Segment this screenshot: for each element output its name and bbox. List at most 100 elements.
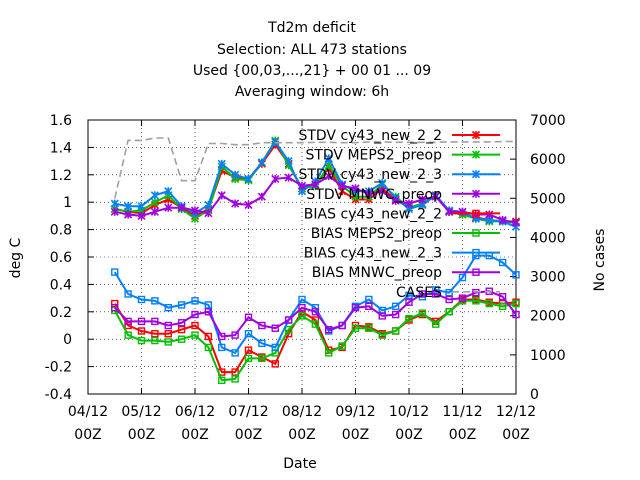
data-point: [445, 308, 453, 316]
data-point: [418, 290, 427, 298]
data-point: [191, 310, 199, 319]
data-point: [485, 210, 494, 219]
series-bias-mnwc-preop: [111, 287, 520, 341]
series-line: [113, 254, 517, 355]
data-point: [418, 309, 427, 317]
y2-tick-label: 7000: [530, 113, 566, 129]
data-point: [204, 209, 213, 218]
data-point: [338, 342, 346, 350]
data-point: [164, 321, 172, 330]
data-point: [124, 321, 132, 330]
data-point: [244, 330, 253, 338]
y-tick-label: -0.4: [45, 387, 72, 403]
data-point: [231, 368, 239, 376]
chart-title: Td2m deficit Selection: ALL 473 stations…: [193, 20, 431, 100]
data-point: [217, 191, 226, 200]
data-point: [512, 271, 520, 279]
data-point: [472, 297, 480, 305]
data-point: [298, 303, 306, 312]
data-point: [271, 343, 279, 352]
data-point: [378, 187, 387, 196]
data-point: [191, 331, 199, 339]
data-point: [137, 317, 146, 326]
x-tick-label-date: 09/12: [335, 404, 375, 420]
title-line-3: Used {00,03,...,21} + 00 01 ... 09: [193, 63, 431, 79]
x-tick-label-hour: 00Z: [395, 427, 422, 443]
data-point: [110, 207, 119, 216]
data-point: [418, 195, 427, 204]
data-point: [177, 325, 186, 334]
y2-tick-label: 3000: [530, 270, 566, 286]
data-point: [204, 301, 213, 309]
data-point: [324, 154, 333, 163]
data-point: [471, 170, 481, 179]
x-tick-label-date: 04/12: [68, 404, 108, 420]
data-point: [311, 303, 320, 312]
data-point: [151, 336, 159, 345]
y2-tick-label: 0: [530, 387, 539, 403]
data-point: [244, 346, 253, 354]
y2-tick-label: 6000: [530, 152, 566, 168]
data-point: [445, 207, 454, 216]
data-point: [405, 291, 413, 300]
data-point: [351, 303, 360, 312]
y-tick-label: 0.2: [50, 305, 72, 321]
data-point: [244, 313, 253, 321]
data-point: [471, 130, 481, 140]
data-point: [137, 336, 146, 345]
x-tick-label-hour: 00Z: [502, 427, 529, 443]
data-point: [204, 332, 213, 341]
data-point: [258, 321, 266, 330]
data-point: [164, 330, 172, 338]
x-tick-label-hour: 00Z: [181, 427, 208, 443]
data-point: [218, 332, 226, 341]
y-tick-label: 1: [63, 195, 72, 211]
legend-label: STDV MNWC_preop: [306, 187, 442, 203]
data-point: [458, 273, 467, 282]
y2-axis-label: No cases: [592, 229, 608, 292]
data-point: [124, 317, 132, 326]
legend-item: STDV cy43_new_2_2: [298, 128, 500, 144]
data-point: [284, 316, 293, 324]
title-line-1: Td2m deficit: [267, 20, 356, 36]
y-tick-label: 1.6: [50, 113, 72, 129]
data-point: [378, 331, 386, 339]
data-point: [217, 159, 226, 168]
data-point: [485, 299, 493, 308]
data-point: [244, 174, 253, 183]
data-point: [151, 297, 159, 305]
data-point: [458, 294, 467, 302]
data-point: [177, 203, 186, 212]
data-point: [284, 173, 293, 182]
x-tick-label-hour: 00Z: [235, 427, 262, 443]
legend-label: STDV MEPS2_preop: [305, 148, 442, 164]
data-point: [150, 191, 159, 200]
series-stdv-mnwc-preop: [110, 172, 521, 227]
data-point: [231, 199, 240, 208]
data-point: [351, 324, 360, 332]
x-tick-label-date: 05/12: [121, 404, 161, 420]
data-point: [391, 310, 400, 319]
y-axis-label: deg C: [8, 237, 24, 278]
data-point: [325, 349, 333, 357]
data-point: [124, 331, 132, 339]
legend: STDV cy43_new_2_2 STDV MEPS2_preop STDV cy…: [298, 128, 500, 301]
data-point: [432, 290, 440, 298]
data-point: [177, 319, 186, 327]
data-point: [204, 308, 213, 316]
data-point: [258, 339, 266, 348]
data-point: [338, 321, 346, 330]
data-point: [498, 302, 507, 311]
data-point: [472, 248, 480, 257]
legend-item: STDV cy43_new_2_3: [298, 167, 500, 183]
x-tick-label-hour: 00Z: [288, 427, 315, 443]
x-tick-label-date: 07/12: [228, 404, 268, 420]
x-tick-label-hour: 00Z: [128, 427, 155, 443]
series-line: [113, 299, 517, 382]
legend-item: STDV MEPS2_preop: [305, 148, 500, 164]
data-point: [111, 303, 119, 312]
data-point: [472, 209, 480, 218]
data-point: [311, 308, 320, 316]
data-point: [325, 325, 333, 334]
